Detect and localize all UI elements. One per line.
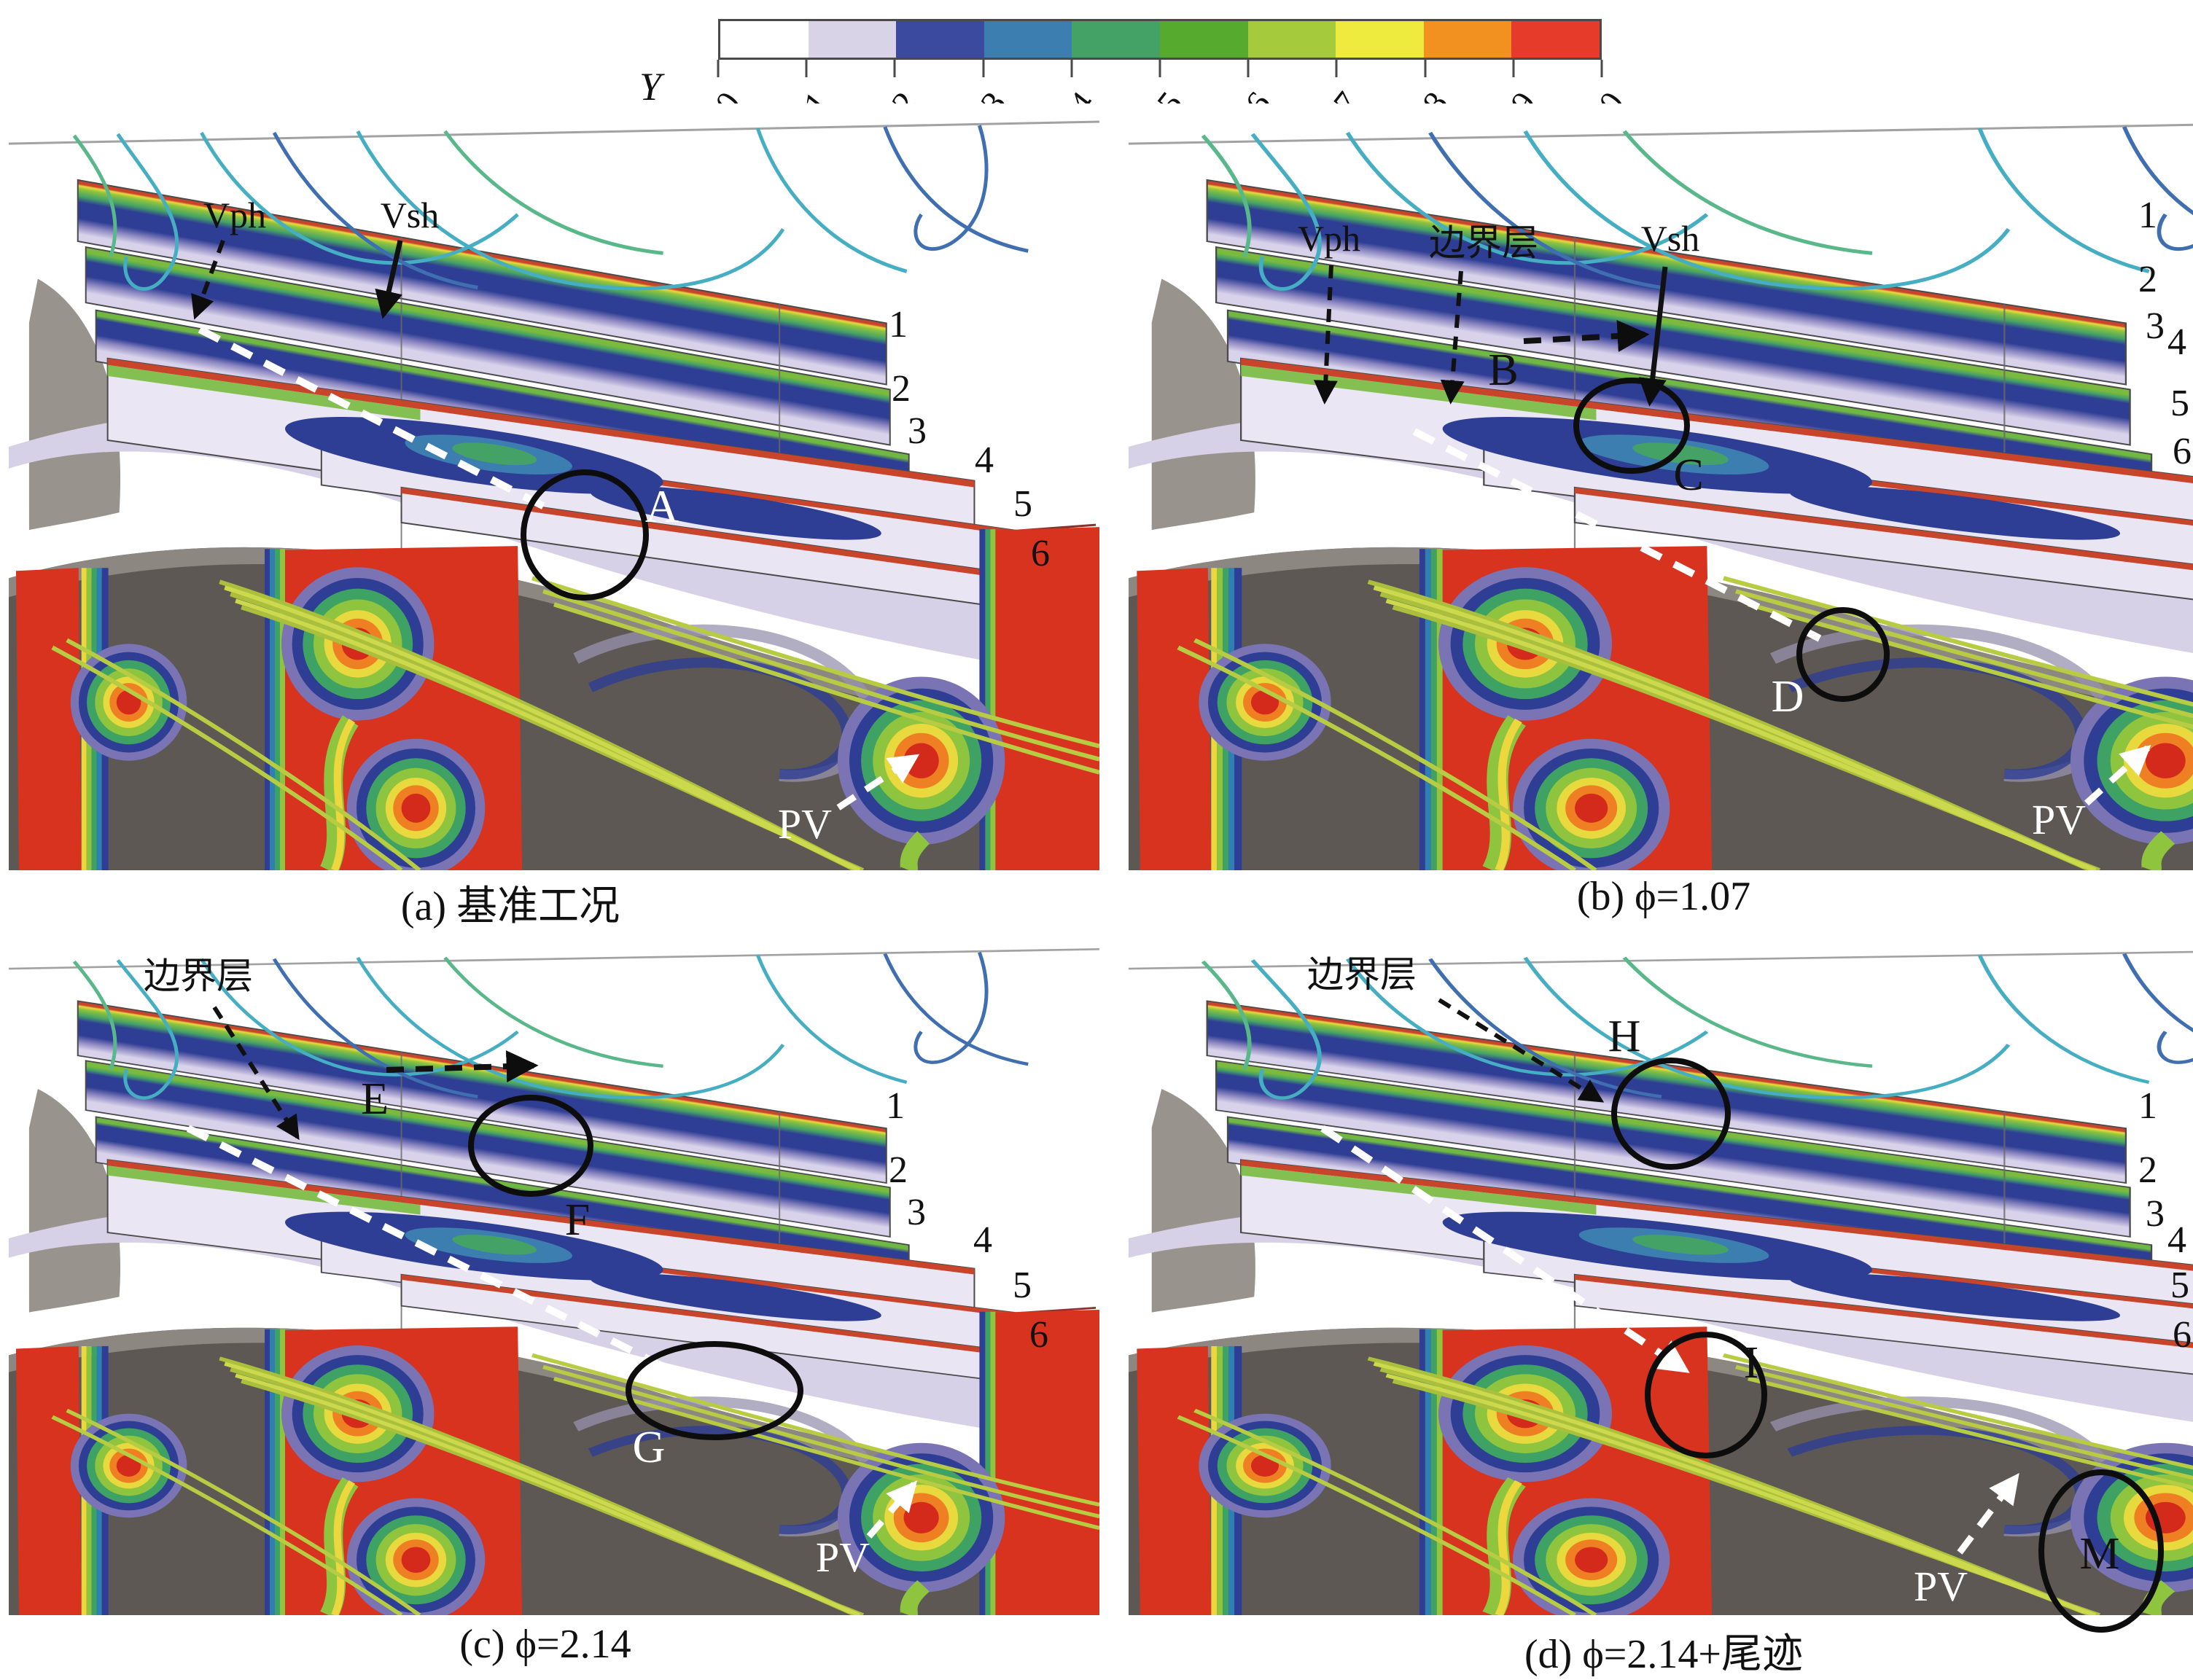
- colorbar-segment: [1423, 21, 1512, 58]
- colorbar-tick: [982, 60, 985, 77]
- panel-b-phi-1-07: [1129, 103, 2193, 870]
- colorbar-tick: [893, 60, 896, 77]
- cfd-rendering-b: [1129, 103, 2193, 870]
- caption-panel-a: (a) 基准工况: [400, 884, 620, 929]
- colorbar-axis-label: Y: [639, 65, 662, 109]
- colorbar-segment: [1511, 21, 1600, 58]
- colorbar-segments: [718, 19, 1602, 60]
- caption-panel-b: (b) ϕ=1.07: [1576, 874, 1751, 919]
- caption-panel-d: (d) ϕ=2.14+尾迹: [1524, 1632, 1803, 1677]
- colorbar-segment: [808, 21, 897, 58]
- colorbar-tick: [805, 60, 808, 77]
- colorbar-tick: [1158, 60, 1161, 77]
- colorbar-tick: [717, 60, 720, 77]
- colorbar: Y 00.10.20.30.40.50.60.70.80.91.0: [639, 19, 1632, 206]
- colorbar-ticks: 00.10.20.30.40.50.60.70.80.91.0: [708, 60, 1632, 206]
- colorbar-segment: [1072, 21, 1160, 58]
- colorbar-tick: [1600, 60, 1603, 77]
- colorbar-tick: [1335, 60, 1338, 77]
- colorbar-segment: [1247, 21, 1336, 58]
- colorbar-segment: [720, 21, 809, 58]
- cfd-rendering-c: [9, 933, 1099, 1615]
- colorbar-tick: [1512, 60, 1515, 77]
- panel-c-phi-2-14: [9, 933, 1099, 1615]
- colorbar-tick: [1070, 60, 1073, 77]
- colorbar-segment: [896, 21, 984, 58]
- panel-a-baseline-case: [9, 103, 1099, 870]
- colorbar-segment: [1159, 21, 1248, 58]
- colorbar-tick: [1247, 60, 1250, 77]
- colorbar-tick: [1424, 60, 1427, 77]
- cfd-rendering-d: [1129, 933, 2193, 1615]
- cfd-rendering-a: [9, 103, 1099, 870]
- colorbar-segment: [983, 21, 1072, 58]
- panel-d-phi-2-14-wake: [1129, 933, 2193, 1615]
- colorbar-segment: [1336, 21, 1424, 58]
- caption-panel-c: (c) ϕ=2.14: [459, 1622, 631, 1667]
